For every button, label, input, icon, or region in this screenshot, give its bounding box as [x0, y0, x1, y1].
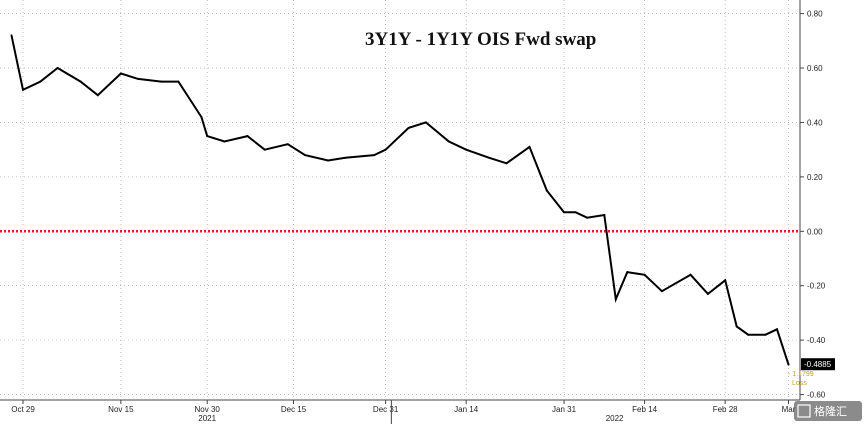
series-point: [447, 140, 450, 143]
series-point: [424, 121, 427, 124]
series-point: [505, 162, 508, 165]
y-tick-label: 0.80: [807, 10, 823, 19]
watermark-logo-icon: [797, 404, 811, 418]
last-value-label: -0.4885: [804, 360, 832, 369]
series-point: [706, 292, 709, 295]
y-tick-label: -0.60: [807, 391, 826, 400]
y-axis-ticks: 0.80 0.60 0.40 0.20 0.00 -0.20 -0.40 -0.60: [800, 10, 826, 400]
series-point: [286, 143, 289, 146]
series-point: [563, 211, 566, 214]
x-tick-label: Nov 15: [108, 405, 134, 414]
series-point: [56, 67, 59, 70]
series-point: [603, 213, 606, 216]
year-label-2021: 2021: [198, 414, 216, 423]
last-value-box-bg: [801, 358, 835, 371]
series-point: [689, 273, 692, 276]
x-axis-ticks: Oct 29 Nov 15 Nov 30 Dec 15 Dec 31 Jan 14 Jan …: [11, 400, 796, 424]
series-point: [246, 135, 249, 138]
series-point: [206, 135, 209, 138]
series-point: [735, 325, 738, 328]
series-point: [545, 189, 548, 192]
series-point: [137, 77, 140, 80]
series-point: [119, 72, 122, 75]
series-point: [528, 145, 531, 148]
x-tick-label: Nov 30: [195, 405, 221, 414]
x-tick-label: Oct 29: [11, 405, 35, 414]
watermark: 格隆汇: [794, 401, 862, 421]
plot-background: [0, 0, 800, 400]
chart-title: 3Y1Y - 1Y1Y OIS Fwd swap: [365, 29, 596, 50]
series-point: [574, 211, 577, 214]
series-point: [660, 290, 663, 293]
last-value-box: -0.4885: [801, 358, 835, 371]
series-point: [263, 148, 266, 151]
series-point: [373, 154, 376, 157]
series-point: [626, 271, 629, 274]
x-tick-label: Mar: [782, 405, 796, 414]
y-tick-label: -0.40: [807, 336, 826, 345]
series-point: [304, 154, 307, 157]
y-tick-label: 0.40: [807, 118, 823, 127]
y-tick-label: -0.20: [807, 282, 826, 291]
year-label-2022: 2022: [606, 414, 624, 423]
y-tick-label: 0.20: [807, 173, 823, 182]
series-point: [39, 80, 42, 83]
series-point: [327, 159, 330, 162]
watermark-text: 格隆汇: [814, 404, 847, 418]
series-point: [488, 156, 491, 159]
x-tick-label: Jan 31: [552, 405, 577, 414]
series-point: [764, 333, 767, 336]
series-points: [10, 34, 790, 366]
series-point: [643, 273, 646, 276]
y-tick-label: 0.00: [807, 227, 823, 236]
series-point: [96, 94, 99, 97]
series-point: [344, 156, 347, 159]
series-point: [407, 126, 410, 129]
series-point: [384, 148, 387, 151]
x-tick-label: Feb 28: [713, 405, 738, 414]
series-point: [223, 140, 226, 143]
loss-text: Loss: [792, 380, 807, 387]
series-point: [724, 279, 727, 282]
series-point: [787, 363, 790, 366]
series-point: [79, 80, 82, 83]
series-point: [775, 328, 778, 331]
x-tick-label: Dec 31: [373, 405, 399, 414]
series-point: [177, 80, 180, 83]
x-tick-label: Dec 15: [281, 405, 307, 414]
series-point: [200, 116, 203, 119]
x-tick-label: Feb 14: [632, 405, 657, 414]
series-point: [160, 80, 163, 83]
series-point: [747, 333, 750, 336]
y-tick-label: 0.60: [807, 64, 823, 73]
loss-value-label: - 1.1799: [788, 371, 814, 378]
watermark-bg: [794, 401, 862, 421]
series-point: [586, 216, 589, 219]
x-tick-label: Jan 14: [454, 405, 479, 414]
series-point: [465, 148, 468, 151]
series-point: [22, 88, 25, 91]
series-point: [614, 298, 617, 301]
series-point: [10, 34, 13, 37]
